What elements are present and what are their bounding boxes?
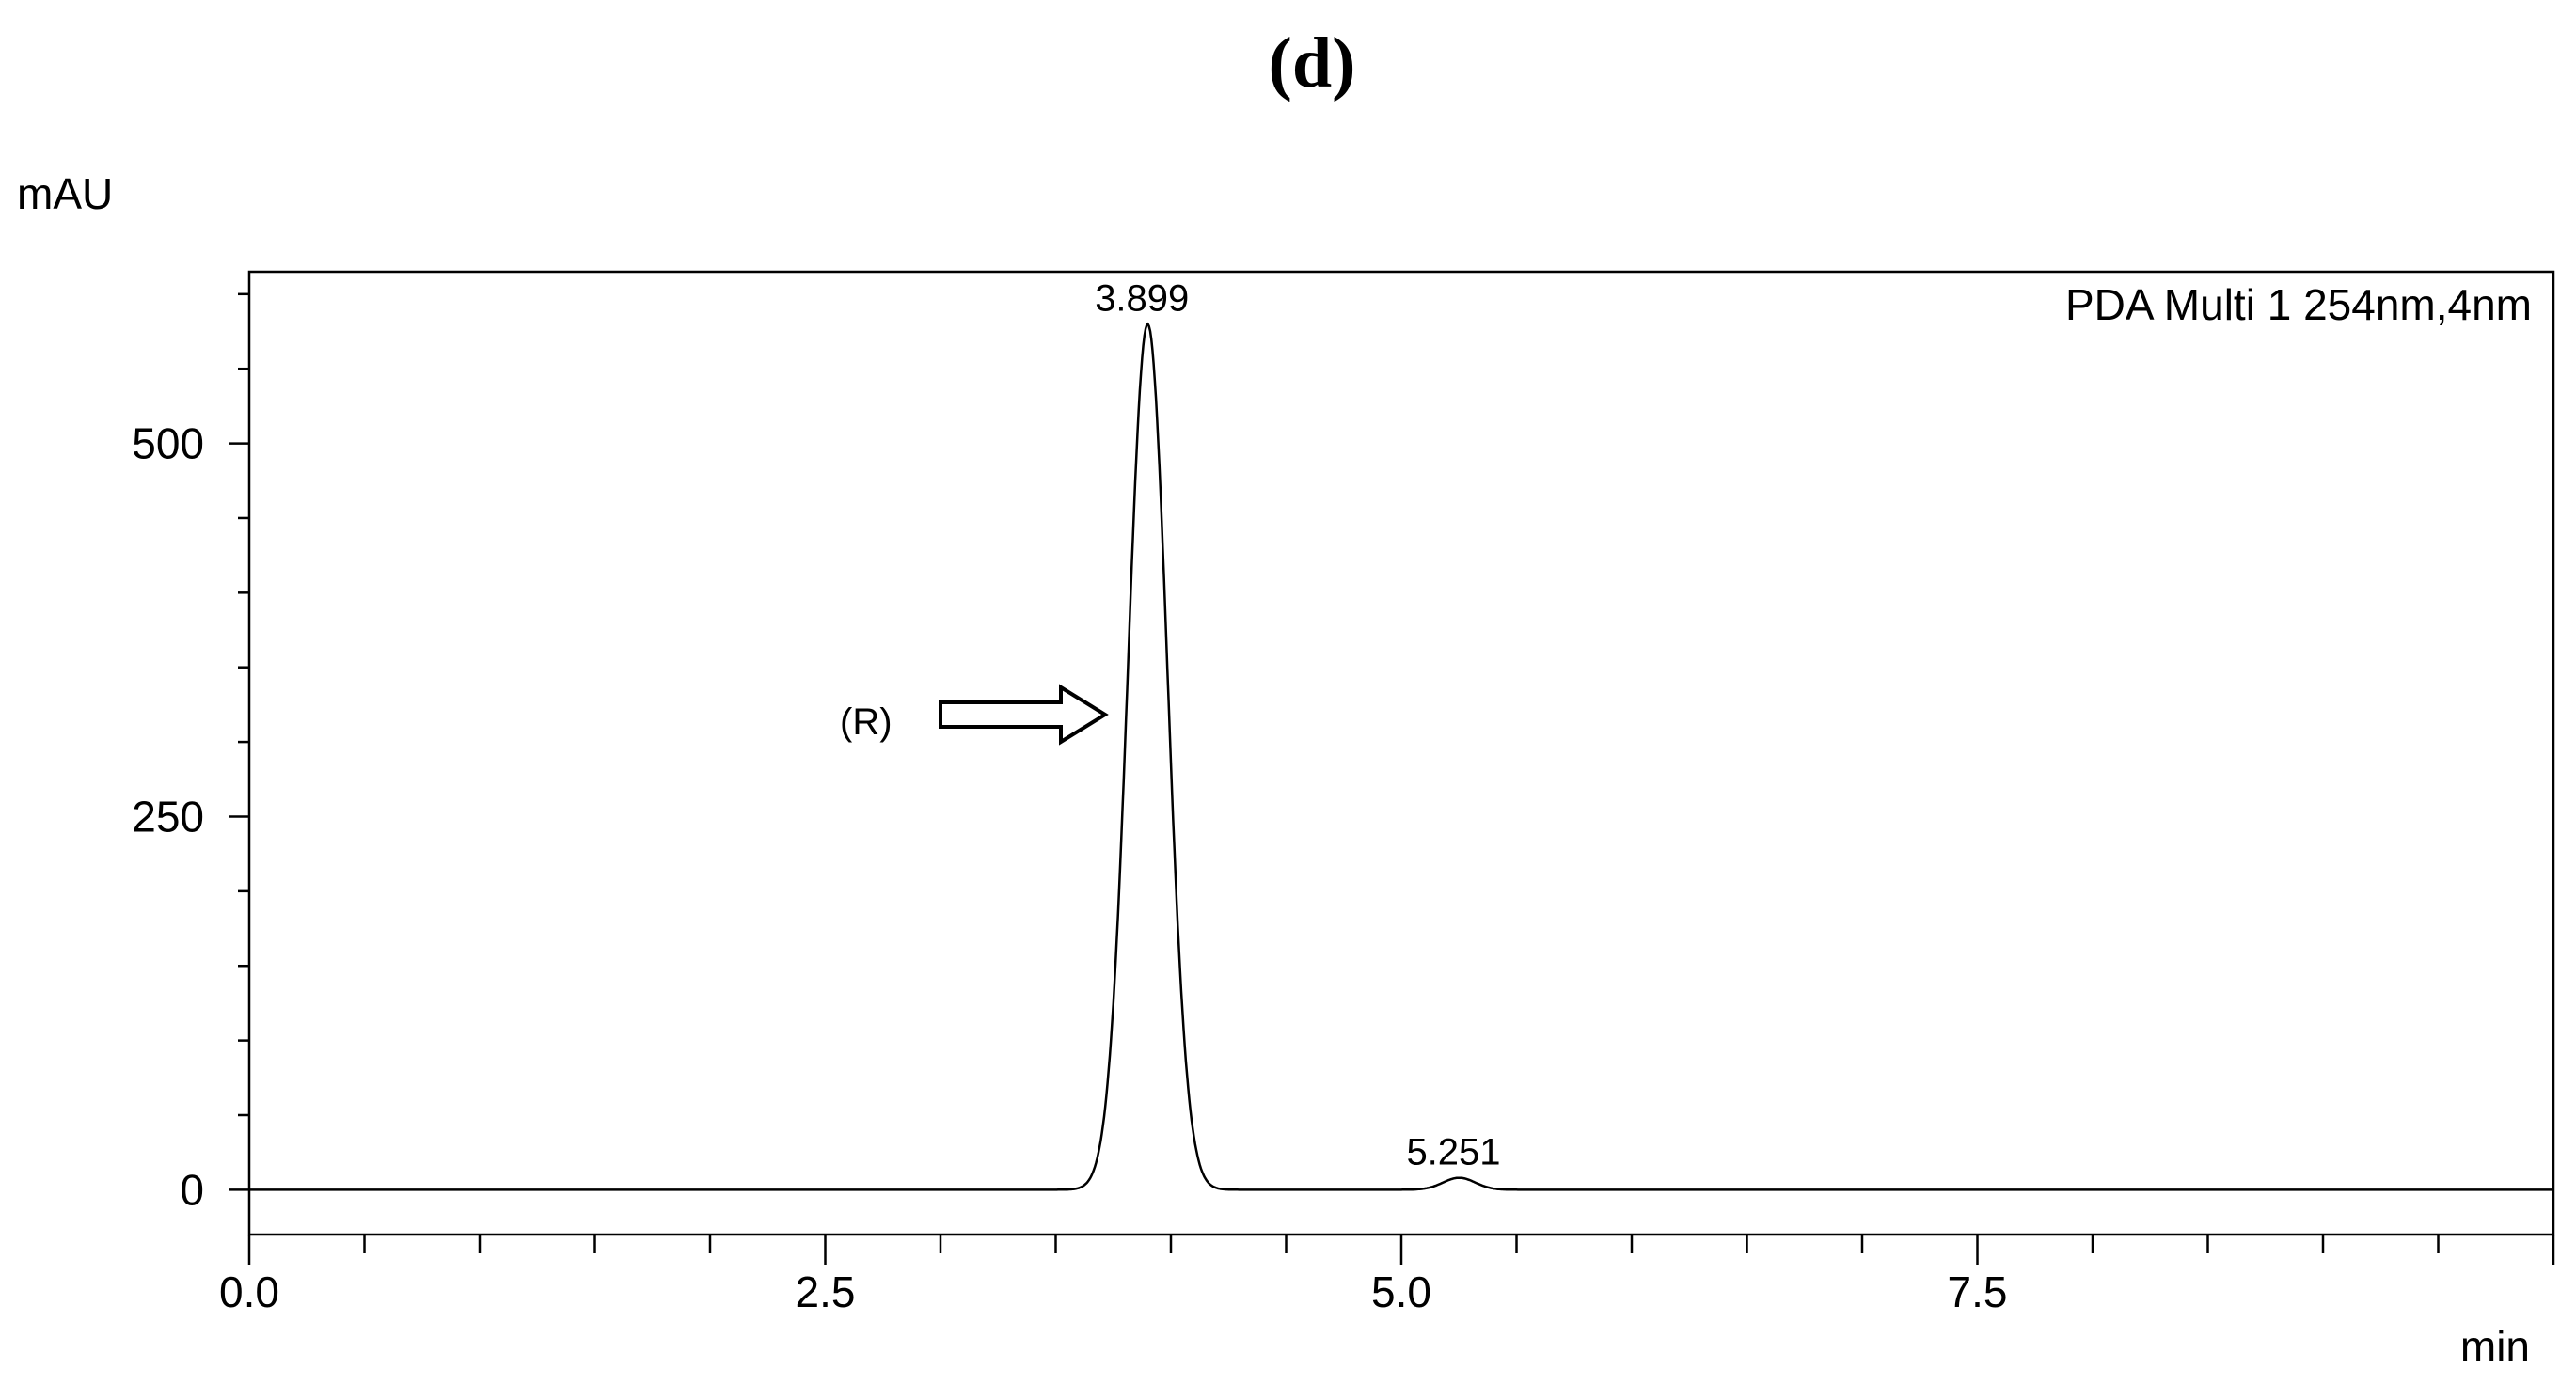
y-tick-label: 500	[132, 419, 204, 468]
x-tick-label: 5.0	[1371, 1267, 1431, 1316]
y-axis-ticks: 0 250 500	[132, 292, 249, 1214]
y-tick-label: 0	[180, 1165, 204, 1214]
peak-labels: 3.899 5.251	[1095, 278, 1500, 1173]
chromatogram-trace	[249, 322, 2553, 1191]
peak-retention-label: 3.899	[1095, 278, 1189, 320]
x-tick-label: 7.5	[1948, 1267, 2008, 1316]
legend-text: PDA Multi 1 254nm,4nm	[2065, 280, 2532, 329]
plot-frame	[247, 270, 2555, 1236]
arrow-icon	[939, 684, 1109, 746]
annotation-r: (R)	[840, 684, 1109, 746]
y-axis-unit: mAU	[17, 169, 113, 218]
peak-retention-label: 5.251	[1406, 1132, 1500, 1173]
x-axis-ticks: 0.0 2.5 5.0 7.5	[219, 1235, 2555, 1316]
x-tick-label: 0.0	[219, 1267, 279, 1316]
x-tick-label: 2.5	[796, 1267, 856, 1316]
x-axis-unit: min	[2460, 1322, 2530, 1371]
annotation-label: (R)	[840, 701, 893, 743]
panel-label: (d)	[1269, 24, 1356, 102]
y-tick-label: 250	[132, 792, 204, 841]
